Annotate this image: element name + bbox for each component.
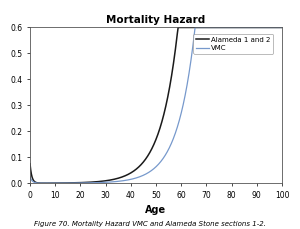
X-axis label: Age: Age xyxy=(146,205,167,215)
Alameda 1 and 2 xyxy=(28,162,32,165)
VMC xyxy=(280,26,284,29)
VMC xyxy=(44,182,48,185)
Title: Mortality Hazard: Mortality Hazard xyxy=(106,15,206,25)
VMC xyxy=(57,182,61,185)
Alameda 1 and 2 xyxy=(42,182,46,185)
VMC xyxy=(28,175,32,178)
Alameda 1 and 2 xyxy=(136,166,140,169)
Alameda 1 and 2 xyxy=(248,26,252,29)
Alameda 1 and 2 xyxy=(275,26,279,29)
Line: Alameda 1 and 2: Alameda 1 and 2 xyxy=(30,27,282,183)
VMC xyxy=(125,179,128,182)
Text: Figure 70. Mortality Hazard VMC and Alameda Stone sections 1-2.: Figure 70. Mortality Hazard VMC and Alam… xyxy=(34,221,266,227)
Alameda 1 and 2 xyxy=(57,182,61,184)
VMC xyxy=(72,182,76,184)
VMC xyxy=(275,26,279,29)
VMC xyxy=(193,26,197,29)
VMC xyxy=(136,176,140,179)
Legend: Alameda 1 and 2, VMC: Alameda 1 and 2, VMC xyxy=(193,34,274,54)
Alameda 1 and 2 xyxy=(72,181,76,184)
Alameda 1 and 2 xyxy=(280,26,284,29)
Line: VMC: VMC xyxy=(30,27,282,183)
Alameda 1 and 2 xyxy=(125,174,128,176)
Alameda 1 and 2 xyxy=(176,26,180,29)
VMC xyxy=(248,26,252,29)
